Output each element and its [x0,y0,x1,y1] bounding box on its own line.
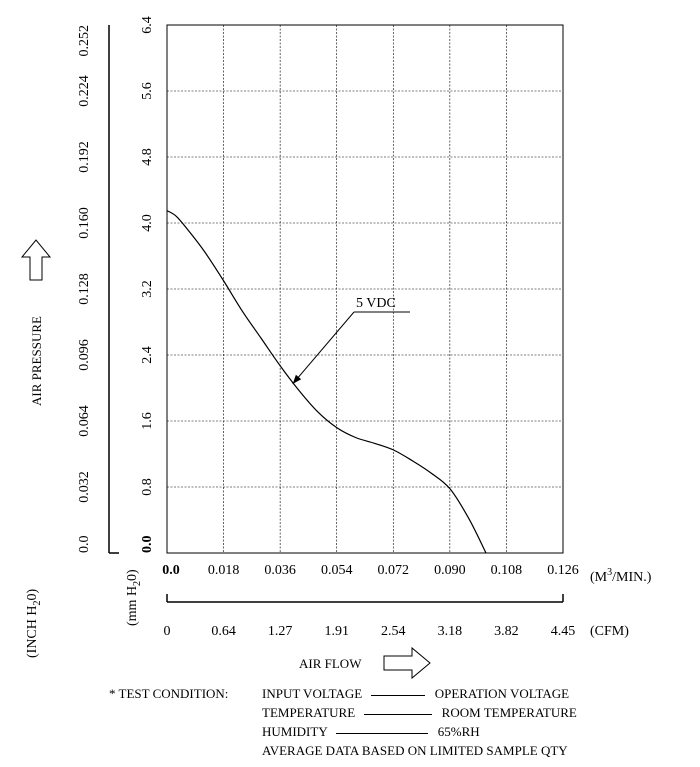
cfm-tick-label: 0 [164,624,171,639]
y-mm-tick-label: 4.8 [140,148,155,166]
cfm-tick-label: 2.54 [381,624,406,639]
y-mm-tick-label: 0.8 [140,478,155,496]
cfm-tick-label: 3.82 [494,624,519,639]
y-mm-tick-labels: 0.0 0.8 1.6 2.4 3.2 4.0 4.8 5.6 6.4 [140,16,155,553]
x-primary-unit: (M3/MIN.) [590,567,652,585]
x-arrow-icon [383,646,431,680]
cfm-tick-label: 1.27 [268,624,293,639]
x-tick-label: 0.0 [162,563,180,578]
condition-label: HUMIDITY [262,724,328,739]
condition-leader-line [336,732,429,734]
y-inch-tick-label: 0.160 [77,207,92,239]
y-inch-tick-label: 0.224 [77,75,92,107]
annotations-group: 5 VDC [292,296,410,385]
x-tick-label: 0.126 [547,563,579,578]
y-arrow-icon [20,239,52,281]
test-condition-note: AVERAGE DATA BASED ON LIMITED SAMPLE QTY [262,743,568,758]
x-axis-title: AIR FLOW [299,656,362,671]
annotation-leader [292,311,355,385]
y-inch-tick-label: 0.032 [77,471,92,503]
condition-value: ROOM TEMPERATURE [441,705,577,720]
y-axis-title: AIR PRESSURE [29,316,44,406]
condition-value: OPERATION VOLTAGE [434,686,570,701]
y-mm-tick-label: 2.4 [140,346,155,364]
test-condition-heading: * TEST CONDITION: [109,686,229,701]
y-inch-tick-label: 0.064 [77,405,92,437]
y-inch-tick-label: 0.128 [77,273,92,305]
x-secondary-unit: (CFM) [590,624,629,639]
cfm-tick-label: 0.64 [211,624,236,639]
annotation-label: 5 VDC [356,296,396,311]
condition-value: 65%RH [437,724,480,739]
y-mm-tick-label: 4.0 [140,214,155,232]
x-tick-labels: 0.0 0.018 0.036 0.054 0.072 0.090 0.108 0.126 [162,563,579,578]
series-group [166,210,487,554]
y-inch-tick-label: 0.096 [77,339,92,371]
x-tick-label: 0.036 [264,563,296,578]
x-tick-label: 0.018 [208,563,240,578]
annotation-arrowhead [292,374,302,384]
y-inch-tick-label: 0.0 [77,536,92,554]
x-tick-label: 0.108 [491,563,523,578]
y-primary-unit: (mm H20) [125,569,143,626]
series-line-5vdc [166,210,487,554]
y-inch-tick-label: 0.252 [77,25,92,57]
plot-frame [166,24,564,554]
test-condition-row: HUMIDITY 65%RH [262,724,480,740]
x-tick-label: 0.090 [434,563,466,578]
y-mm-tick-label: 1.6 [140,412,155,430]
test-condition-row: INPUT VOLTAGE OPERATION VOLTAGE [262,686,569,702]
y-secondary-unit: (INCH H20) [25,589,43,659]
axis-lines [108,25,564,603]
x-tick-label: 0.072 [378,563,410,578]
x-tick-label: 0.054 [321,563,353,578]
cfm-tick-label: 1.91 [324,624,349,639]
grid-lines [167,25,563,553]
cfm-tick-label: 3.18 [438,624,463,639]
test-condition-row: TEMPERATURE ROOM TEMPERATURE [262,705,577,721]
condition-leader-line [371,694,426,696]
y-mm-tick-label: 0.0 [140,536,155,554]
y-mm-tick-label: 5.6 [140,82,155,100]
condition-label: TEMPERATURE [262,705,356,720]
cfm-tick-label: 4.45 [551,624,576,639]
y-mm-tick-label: 3.2 [140,280,155,298]
y-inch-tick-label: 0.192 [77,141,92,173]
condition-leader-line [364,713,433,715]
condition-label: INPUT VOLTAGE [262,686,363,701]
y-inch-tick-labels: 0.0 0.032 0.064 0.096 0.128 0.160 0.192 0.224 0.… [77,25,92,553]
y-mm-tick-label: 6.4 [140,16,155,34]
cfm-tick-labels: 0 0.64 1.27 1.91 2.54 3.18 3.82 4.45 [164,624,576,639]
